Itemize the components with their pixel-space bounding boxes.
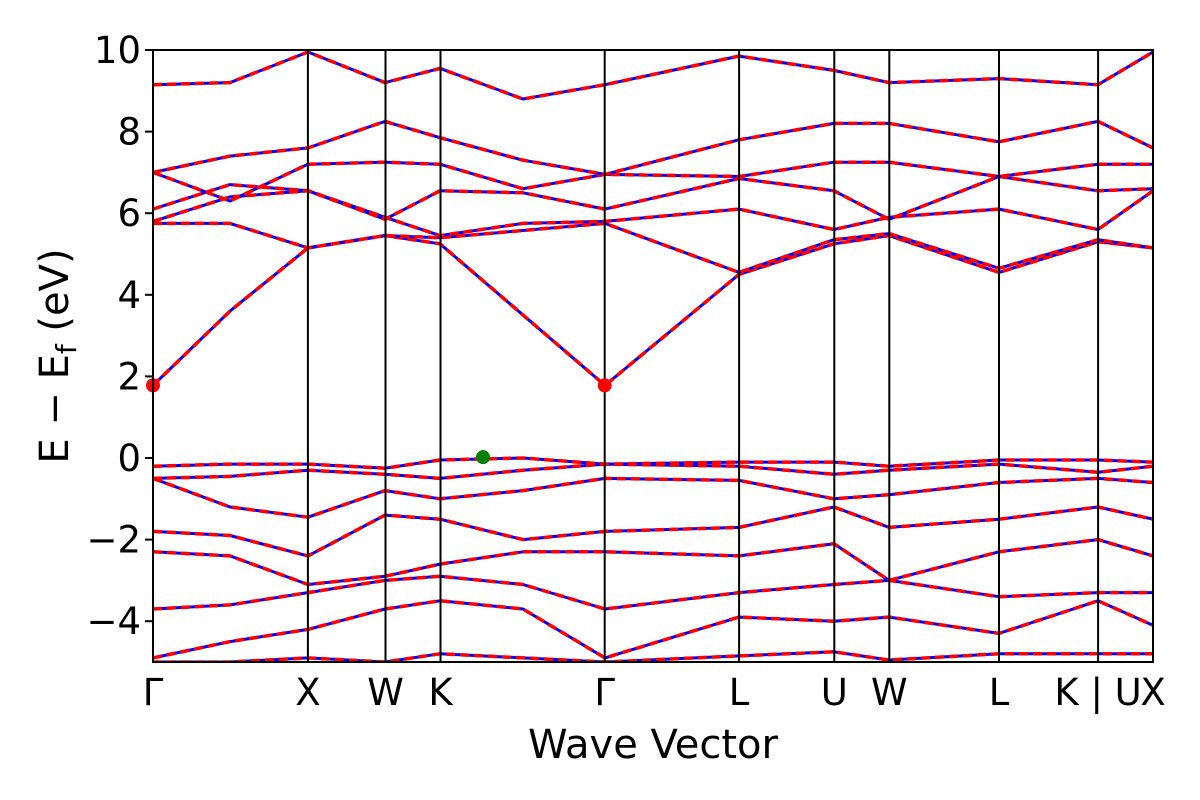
band-1-solid	[153, 221, 1153, 274]
y-tick-label-5: 6	[117, 192, 141, 235]
band-8-solid	[153, 462, 1153, 480]
band-4-dashed	[153, 160, 1153, 203]
band-10-solid	[153, 505, 1153, 558]
band-6-dashed	[153, 50, 1153, 101]
y-tick-label-0: −4	[86, 600, 141, 643]
y-axis-label: E − Ef (eV)	[32, 248, 83, 463]
band-1-dashed	[153, 221, 1153, 275]
y-tick-label-4: 4	[117, 274, 141, 317]
y-tick-label-1: −2	[86, 519, 141, 562]
band-0-dashed	[153, 233, 1153, 388]
x-axis-label: Wave Vector	[528, 722, 779, 768]
y-tick-label-6: 8	[117, 111, 141, 154]
band-9-dashed	[153, 476, 1153, 519]
y-axis-ticks: −4 −2 0 2 4 6 8 10	[86, 29, 153, 643]
x-tick-label-5: L	[729, 671, 750, 714]
band-11-dashed	[153, 537, 1153, 587]
x-tick-label-2: W	[367, 671, 404, 714]
y-axis-label-subscript: f	[50, 343, 83, 354]
y-tick-label-2: 0	[117, 437, 141, 480]
x-tick-label-3: K	[428, 671, 454, 714]
x-tick-label-4: Γ	[594, 671, 615, 714]
band-0-solid	[153, 234, 1153, 387]
band-3-dashed	[153, 174, 1153, 222]
plot-frame	[152, 49, 1154, 663]
x-tick-label-8: L	[989, 671, 1010, 714]
y-tick-label-7: 10	[94, 29, 141, 72]
y-tick-label-3: 2	[117, 355, 141, 398]
band-11-solid	[153, 538, 1153, 586]
x-tick-label-10: X	[1140, 671, 1165, 714]
x-tick-label-0: Γ	[143, 671, 164, 714]
x-tick-label-7: W	[871, 671, 908, 714]
band-14-solid	[153, 650, 1153, 662]
x-tick-label-1: X	[295, 671, 320, 714]
cbm-marker-1	[597, 378, 612, 393]
band-lines	[153, 50, 1153, 662]
band-9-solid	[153, 476, 1153, 519]
x-tick-label-6: U	[821, 671, 848, 714]
vbm-marker-0	[476, 450, 490, 465]
y-axis-label-main: E − E	[32, 354, 78, 464]
y-axis-label-unit: (eV)	[32, 248, 78, 344]
x-tick-label-9: K | U	[1054, 671, 1141, 714]
band-13-solid	[153, 599, 1153, 660]
kpoint-separators	[306, 50, 1100, 662]
band-edge-markers	[146, 378, 612, 465]
